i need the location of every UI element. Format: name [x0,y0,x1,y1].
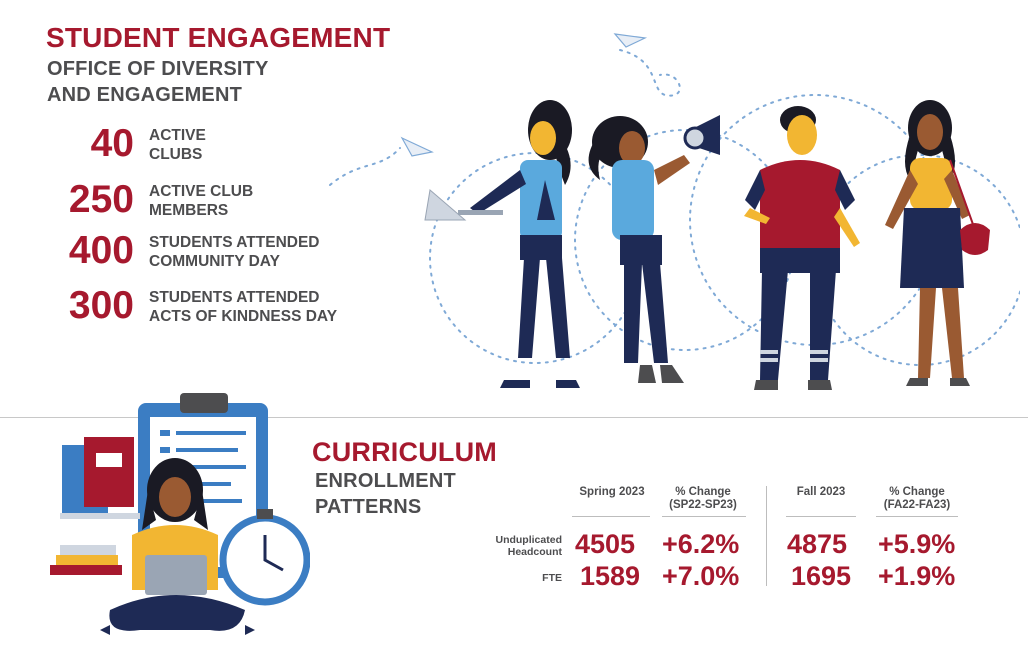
curriculum-subtitle-line2: PATTERNS [315,496,422,518]
stat-acts-of-kindness-day: 300 STUDENTS ATTENDED ACTS OF KINDNESS D… [40,286,400,336]
header-fall-change-line2: (FA22-FA23) [883,499,951,511]
stat-label-line1: ACTIVE [149,127,206,144]
stat-label-line2: CLUBS [149,146,203,163]
stat-label-line2: MEMBERS [149,202,229,219]
curriculum-title: CURRICULUM [312,437,497,467]
stat-label-line1: ACTIVE CLUB [149,183,254,200]
stat-active-club-members: 250 ACTIVE CLUB MEMBERS [40,180,400,230]
stopwatch-icon [219,509,310,606]
fte-spring-change: +7.0% [662,561,740,591]
paper-plane-icon [400,33,648,157]
header-underline [786,516,856,517]
laptop-icon [145,555,207,595]
row-label-line1: FTE [542,572,562,584]
stat-label-line2: ACTS OF KINDNESS DAY [149,308,338,325]
books-icon [50,437,140,575]
header-fall-change-line1: % Change [889,486,945,498]
row-label-fte: FTE [470,572,562,584]
header-underline [572,516,650,517]
stat-value: 400 [68,229,134,272]
section-divider [0,417,1028,418]
study-illustration [50,393,310,635]
table-column-divider [766,486,767,586]
stat-label: STUDENTS ATTENDED COMMUNITY DAY [149,233,320,271]
curriculum-subtitle-line1: ENROLLMENT [315,470,456,492]
stat-value: 40 [90,122,134,165]
headcount-fall-change: +5.9% [878,529,956,559]
stat-label-line1: STUDENTS ATTENDED [149,289,320,306]
stat-label: STUDENTS ATTENDED ACTS OF KINDNESS DAY [149,288,337,326]
girl-reading-icon [100,458,255,635]
header-spring-change-line1: % Change [675,486,731,498]
stat-value: 300 [68,284,134,327]
fte-fall-change: +1.9% [878,561,956,591]
stat-label: ACTIVE CLUB MEMBERS [149,182,253,220]
person-bag-icon [885,100,990,386]
header-spring-change-line2: (SP22-SP23) [669,499,737,511]
stat-label: ACTIVE CLUBS [149,126,206,164]
stat-community-day: 400 STUDENTS ATTENDED COMMUNITY DAY [40,231,400,281]
stat-label-line2: COMMUNITY DAY [149,253,280,270]
header-spring-change: % Change (SP22-SP23) [660,486,746,512]
student-engagement-title: STUDENT ENGAGEMENT [46,22,391,53]
students-illustration [329,33,1020,390]
header-spring-2023: Spring 2023 [579,486,645,498]
student-engagement-subtitle-line2: AND ENGAGEMENT [47,84,243,106]
row-label-headcount: Unduplicated Headcount [470,534,562,558]
fte-fall-2023: 1695 [791,561,852,591]
headcount-spring-2023: 4505 [575,529,636,559]
headcount-spring-change: +6.2% [662,529,740,559]
stat-label-line1: STUDENTS ATTENDED [149,234,320,251]
row-label-line1: Unduplicated [495,534,562,546]
student-engagement-subtitle-line1: OFFICE OF DIVERSITY [47,58,269,80]
stat-value: 250 [68,178,134,221]
header-underline [876,516,958,517]
row-label-line2: Headcount [507,546,562,558]
header-underline [662,516,746,517]
headcount-fall-2023: 4875 [787,529,848,559]
person-laptop-icon [424,100,580,388]
header-fall-2023: Fall 2023 [796,486,846,498]
header-fall-change: % Change (FA22-FA23) [874,486,960,512]
person-megaphone-icon [588,115,720,383]
stat-active-clubs: 40 ACTIVE CLUBS [40,124,400,174]
fte-spring-2023: 1589 [580,561,641,591]
person-red-shirt-icon [744,106,860,390]
